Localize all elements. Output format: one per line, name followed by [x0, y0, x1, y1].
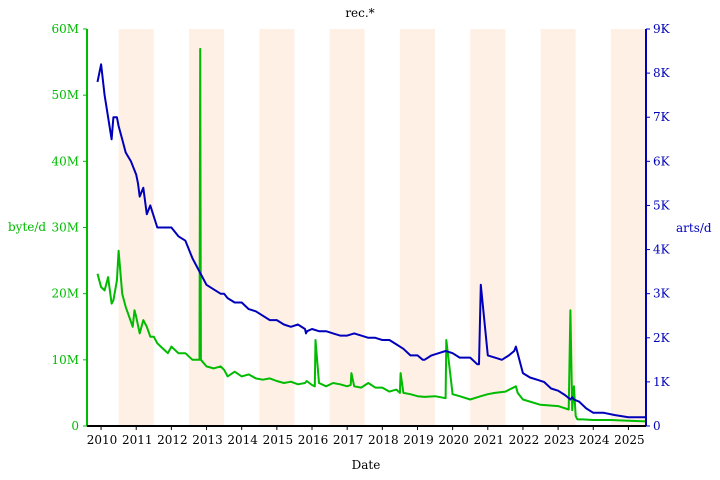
x-tick-label: 2019 — [403, 433, 434, 447]
x-tick-label: 2011 — [122, 433, 153, 447]
year-band-7 — [610, 29, 646, 426]
x-tick-label: 2012 — [157, 433, 188, 447]
left-axis-ticks: 0 10M 20M 30M 40M 50M 60M — [51, 22, 87, 433]
x-tick-label: 2022 — [509, 433, 540, 447]
right-tick-label: 6K — [653, 154, 671, 168]
right-axis-title: arts/d — [676, 221, 712, 235]
left-tick-label: 60M — [51, 22, 79, 36]
year-band-3 — [329, 29, 365, 426]
left-tick-label: 50M — [51, 88, 79, 102]
x-tick-label: 2020 — [438, 433, 469, 447]
x-tick-label: 2010 — [87, 433, 118, 447]
x-tick-label: 2025 — [614, 433, 645, 447]
arts-series-line — [96, 63, 646, 419]
year-shading-bands — [118, 29, 646, 426]
left-tick-label: 40M — [51, 154, 79, 168]
bytes-series-line — [96, 47, 647, 423]
left-tick-label: 30M — [51, 221, 79, 235]
left-tick-label: 10M — [51, 353, 79, 367]
year-band-5 — [470, 29, 506, 426]
right-tick-label: 9K — [653, 22, 671, 36]
right-axis-ticks: 0 1K 2K 3K 4K 5K 6K 7K 8K 9K — [646, 22, 671, 433]
series-lines — [96, 47, 647, 423]
right-tick-label: 1K — [653, 375, 671, 389]
x-tick-label: 2016 — [298, 433, 329, 447]
x-tick-label: 2017 — [333, 433, 364, 447]
left-tick-label: 20M — [51, 287, 79, 301]
right-tick-label: 3K — [653, 287, 671, 301]
x-tick-label: 2021 — [474, 433, 505, 447]
left-axis-title: byte/d — [8, 220, 46, 234]
year-band-4 — [399, 29, 436, 426]
right-tick-label: 2K — [653, 331, 671, 345]
left-tick-label: 0 — [71, 419, 79, 433]
x-axis-ticks: 2010 2011 2012 2013 2014 2015 2016 2017 2018 2019… — [87, 426, 645, 447]
year-band-2 — [259, 29, 295, 426]
right-tick-label: 0 — [653, 419, 661, 433]
x-tick-label: 2023 — [544, 433, 575, 447]
x-axis-title: Date — [352, 458, 381, 472]
chart-title: rec.* — [345, 6, 374, 20]
right-tick-label: 4K — [653, 243, 671, 257]
x-tick-label: 2015 — [263, 433, 294, 447]
right-tick-label: 8K — [653, 66, 671, 80]
x-tick-label: 2018 — [368, 433, 399, 447]
right-tick-label: 5K — [653, 198, 671, 212]
x-tick-label: 2013 — [192, 433, 223, 447]
x-tick-label: 2014 — [227, 433, 258, 447]
year-band-0 — [118, 29, 154, 426]
x-tick-label: 2024 — [579, 433, 610, 447]
right-tick-label: 7K — [653, 110, 671, 124]
